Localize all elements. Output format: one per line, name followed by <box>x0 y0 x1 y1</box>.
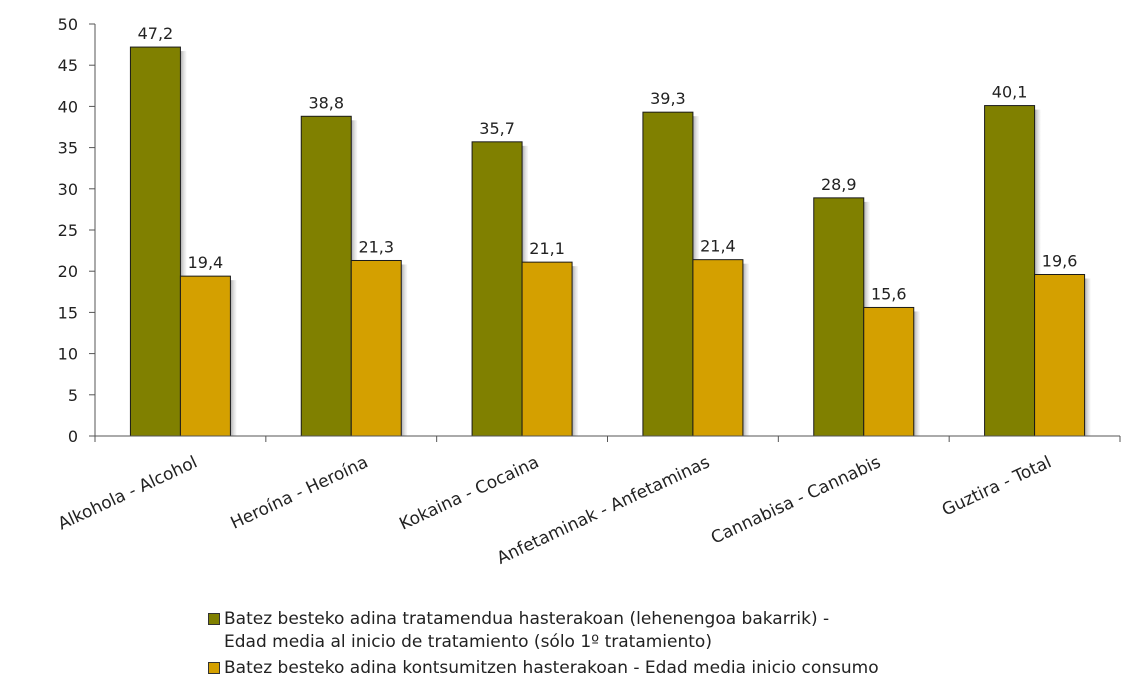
bar-shadow <box>180 51 187 437</box>
bar-shadow <box>913 311 920 436</box>
data-labels: 47,2 19,4 38,8 21,3 35,7 21,1 39,3 21,4 28,9 15,6… <box>138 24 1078 303</box>
legend-item-series-1: Batez besteko adina tratamendua hasterak… <box>208 608 829 654</box>
y-tick-label: 0 <box>68 427 78 446</box>
data-label: 19,6 <box>1042 251 1078 270</box>
bar-series-2-cat-6 <box>1034 273 1086 437</box>
legend: Batez besteko adina tratamendua hasterak… <box>0 600 1137 684</box>
bar-shadow <box>1084 278 1091 436</box>
legend-swatch-series-2 <box>208 662 220 674</box>
bar-shadow <box>742 263 749 436</box>
bar-series-1-cat-2 <box>300 115 352 437</box>
legend-label-series-2: Batez besteko adina kontsumitzen hastera… <box>224 658 879 678</box>
bar-shadow <box>230 280 237 436</box>
data-label: 21,1 <box>529 239 565 258</box>
bar-series-2-cat-1 <box>179 275 231 437</box>
y-tick-label: 35 <box>58 139 78 158</box>
x-tick-label: Cannabisa - Cannabis <box>708 452 884 548</box>
data-label: 15,6 <box>871 284 907 303</box>
bar-series-2-cat-2 <box>350 259 402 437</box>
y-tick-label: 15 <box>58 303 78 322</box>
x-tick-label: Kokaina - Cocaina <box>396 452 542 534</box>
y-tick-label: 40 <box>58 97 78 116</box>
y-tick-label: 45 <box>58 56 78 75</box>
data-label: 35,7 <box>479 119 515 138</box>
data-label: 28,9 <box>821 175 857 194</box>
bar-shadow <box>572 266 579 436</box>
bar-series-2-cat-3 <box>521 261 573 437</box>
legend-swatch-series-1 <box>208 613 220 625</box>
bar-shadow <box>1034 109 1041 437</box>
bar-shadow <box>401 264 408 436</box>
data-label: 21,4 <box>700 237 736 256</box>
data-label: 21,3 <box>358 237 394 256</box>
x-tick-label: Guztira - Total <box>939 452 1055 520</box>
bar-series-1-cat-3 <box>471 141 523 437</box>
x-tick-label: Heroína - Heroína <box>228 452 372 533</box>
y-tick-label: 5 <box>68 386 78 405</box>
bar-series-1-cat-6 <box>984 105 1036 437</box>
bar-series-2-cat-4 <box>692 259 744 437</box>
y-tick-label: 20 <box>58 262 78 281</box>
bar-series-1-cat-4 <box>642 111 694 437</box>
bar-series-1-cat-1 <box>129 46 181 437</box>
data-label: 40,1 <box>992 83 1028 102</box>
y-tick-label: 30 <box>58 180 78 199</box>
data-label: 19,4 <box>188 253 224 272</box>
y-tick-label: 50 <box>58 15 78 34</box>
y-tick-label: 10 <box>58 345 78 364</box>
data-label: 38,8 <box>308 93 344 112</box>
data-label: 39,3 <box>650 89 686 108</box>
legend-item-series-2: Batez besteko adina kontsumitzen hastera… <box>208 657 879 680</box>
x-tick-label: Alkohola - Alcohol <box>55 452 201 534</box>
bar-series-1-cat-5 <box>813 197 865 437</box>
bars <box>129 46 1086 437</box>
bar-chart: Alkohola - Alcohol Heroína - Heroína Kokai… <box>55 15 1121 569</box>
data-label: 47,2 <box>138 24 174 43</box>
y-tick-label: 25 <box>58 221 78 240</box>
bar-series-2-cat-5 <box>863 306 915 437</box>
legend-label-series-1: Batez besteko adina tratamendua hasterak… <box>224 609 830 652</box>
